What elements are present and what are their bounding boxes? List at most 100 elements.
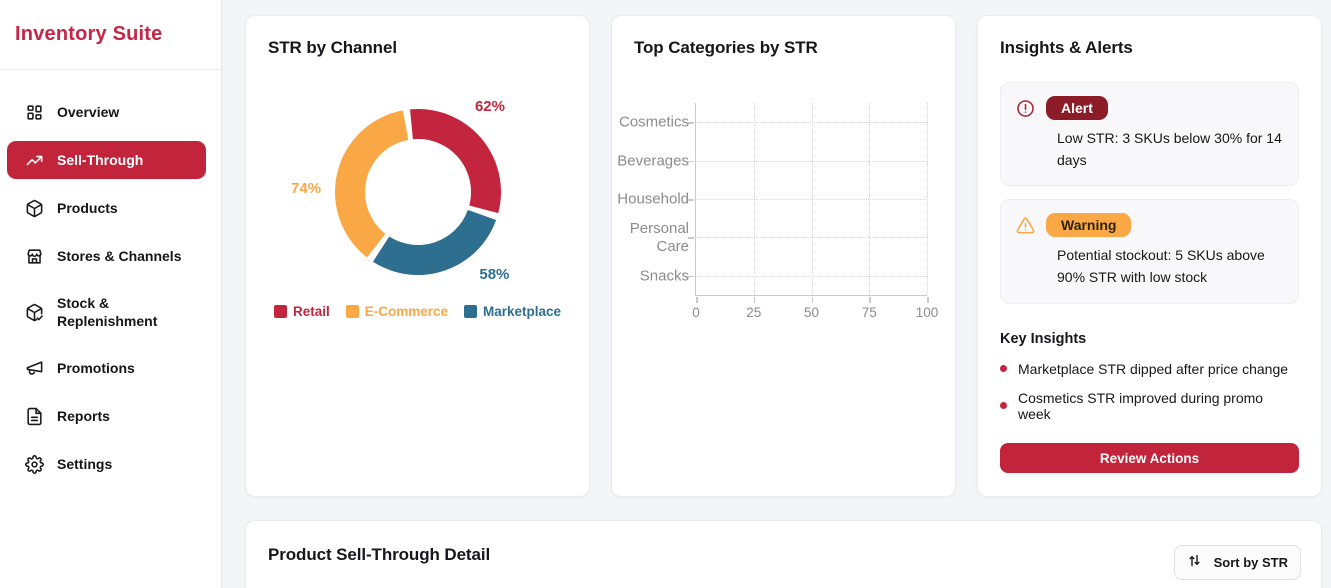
donut-segment-e-commerce[interactable] [334,110,409,258]
legend-label: Marketplace [483,304,562,319]
x-axis-tick-label: 100 [915,305,939,320]
insights-title: Insights & Alerts [1000,38,1133,57]
sidebar-item-label: Reports [57,408,110,425]
category-label-personal-care: Personal Care [629,220,689,255]
sidebar-item-label: Stock & Replenishment [57,295,158,330]
sidebar: Inventory Suite Overview Sell-Through Prod… [0,0,222,588]
file-text-icon [25,407,44,426]
sidebar-item-stores-channels[interactable]: Stores & Channels [7,237,206,275]
key-insights-list: Marketplace STR dipped after price chang… [1000,361,1299,422]
str-by-channel-card: STR by Channel 62% 74% 58% Retail E-Commerc… [245,15,590,497]
sidebar-item-label: Products [57,199,118,216]
brand-title: Inventory Suite [15,23,163,45]
donut-value-label: 58% [479,266,509,283]
main-content: STR by Channel 62% 74% 58% Retail E-Commerc… [222,0,1331,588]
x-axis-tick [927,297,929,303]
category-label-household: Household [617,190,689,208]
alerts-list: Alert Low STR: 3 SKUs below 30% for 14 da… [1000,82,1299,304]
y-axis-tick [688,237,694,239]
horizontal-gridline [696,275,927,277]
bullet-dot [1000,365,1007,373]
y-axis-tick [688,275,694,278]
x-axis-tick [811,297,813,303]
key-insight-text: Cosmetics STR improved during promo week [1018,389,1264,422]
key-insight-text: Marketplace STR dipped after price chang… [1018,360,1289,377]
x-axis-tick [869,297,871,303]
x-axis-tick-label: 0 [692,305,700,320]
trending-up-icon [25,151,44,170]
horizontal-gridline [696,199,927,200]
bar-chart-plot[interactable]: 0 25 50 75 100 Cosmetics Beverages Household Per… [617,103,938,320]
dashboard-top-row: STR by Channel 62% 74% 58% Retail E-Commerc… [245,15,1322,497]
donut-value-label: 62% [475,98,505,115]
vertical-gridline [927,103,928,295]
horizontal-gridline [696,237,927,239]
alert-circle-icon [1016,99,1035,118]
sort-by-str-button[interactable]: Sort by STR [1173,545,1301,580]
x-axis-tick-label: 75 [861,305,877,320]
sort-button-label: Sort by STR [1213,555,1288,570]
donut-segment-marketplace[interactable] [372,209,497,276]
alert-badge: Alert [1046,96,1108,120]
legend-swatch [464,305,477,318]
horizontal-gridline [696,122,927,124]
bullet-dot [1000,402,1007,410]
legend-swatch [345,305,359,318]
insights-card: Insights & Alerts Alert Low STR: 3 SKUs b… [977,15,1322,497]
dashboard-icon [25,103,44,122]
product-detail-title: Product Sell-Through Detail [268,545,491,564]
y-axis-tick [688,199,694,201]
package-icon [25,199,44,218]
sidebar-item-reports[interactable]: Reports [7,397,206,435]
donut-legend: Retail E-Commerce Marketplace [246,304,589,319]
legend-swatch [273,305,287,318]
sidebar-item-promotions[interactable]: Promotions [7,349,206,387]
sidebar-nav: Overview Sell-Through Products Stores & Cha… [0,70,221,483]
warning-badge: Warning [1046,213,1132,238]
donut-segment-retail[interactable] [410,108,501,214]
sidebar-item-label: Promotions [57,360,135,377]
key-insight-item: Marketplace STR dipped after price chang… [1000,361,1299,377]
legend-item-e-commerce[interactable]: E-Commerce [345,304,448,319]
y-axis-tick [688,160,694,163]
warning-triangle-icon [1016,216,1035,235]
alert-text: Low STR: 3 SKUs below 30% for 14 days [1057,130,1282,168]
key-insight-item: Cosmetics STR improved during promo week [1000,390,1299,422]
category-label-cosmetics: Cosmetics [618,113,689,131]
review-actions-button[interactable]: Review Actions [1000,443,1299,473]
donut-value-label: 74% [291,180,321,197]
x-axis-tick-label: 25 [746,305,762,320]
key-insights-title: Key Insights [1000,330,1087,347]
sidebar-item-products[interactable]: Products [7,189,206,227]
sort-arrows-icon [1187,553,1206,572]
sidebar-divider [0,69,221,70]
category-label-beverages: Beverages [617,151,689,169]
legend-item-retail[interactable]: Retail [273,304,330,319]
store-icon [25,247,44,266]
legend-item-marketplace[interactable]: Marketplace [464,304,561,319]
sidebar-item-sell-through[interactable]: Sell-Through [7,141,206,179]
warning-box: Warning Potential stockout: 5 SKUs above … [1000,199,1299,304]
x-axis-tick [696,297,698,303]
alert-box: Alert Low STR: 3 SKUs below 30% for 14 da… [1000,82,1299,187]
sidebar-item-overview[interactable]: Overview [7,93,206,131]
top-categories-card: Top Categories by STR 0 25 50 75 100 Cosmetic… [611,15,956,497]
gear-icon [25,454,44,474]
horizontal-gridline [696,160,927,162]
sidebar-item-settings[interactable]: Settings [7,445,206,483]
sidebar-item-label: Sell-Through [57,151,144,168]
legend-label: E-Commerce [364,304,448,319]
top-categories-title: Top Categories by STR [634,38,818,57]
megaphone-icon [25,359,44,378]
product-detail-card: Product Sell-Through Detail Sort by STR [245,520,1322,588]
donut-chart[interactable]: 62% 74% 58% [245,70,590,298]
x-axis-tick-label: 50 [803,305,820,320]
y-axis-tick [688,122,694,124]
warning-text: Potential stockout: 5 SKUs above 90% STR… [1057,247,1265,286]
sidebar-item-label: Overview [57,103,120,120]
category-label-snacks: Snacks [639,267,689,285]
sidebar-item-stock-replenishment[interactable]: Stock & Replenishment [7,285,206,339]
sidebar-item-label: Settings [57,456,113,473]
x-axis-tick [753,297,756,303]
sidebar-item-label: Stores & Channels [57,247,182,264]
